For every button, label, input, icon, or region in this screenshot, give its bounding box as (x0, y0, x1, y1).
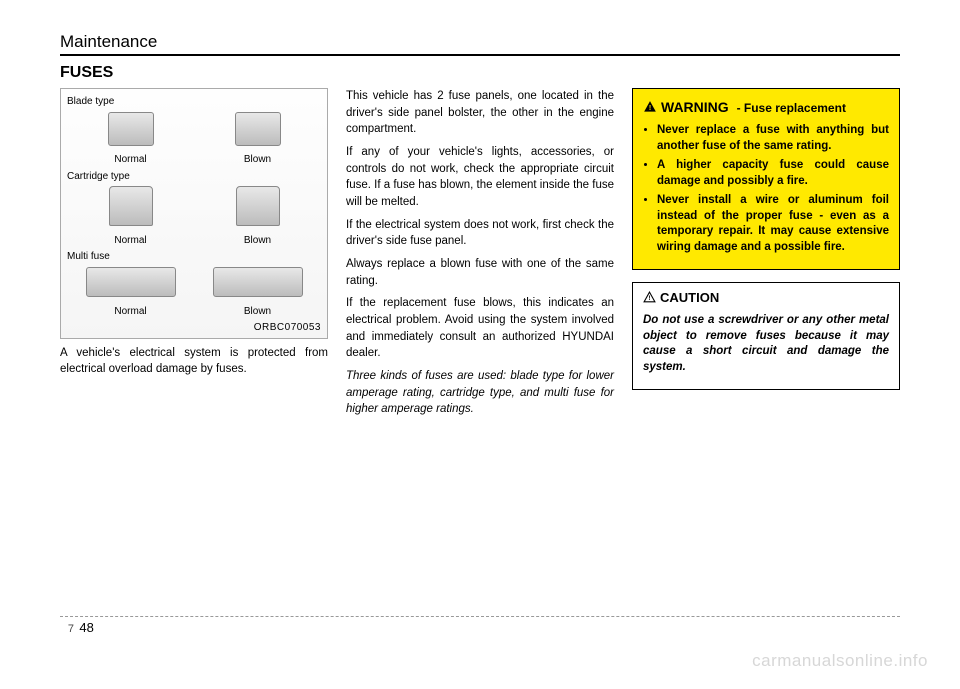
svg-text:!: ! (649, 105, 651, 112)
warning-label: WARNING (661, 99, 729, 115)
fuse-caption: Blown (235, 153, 281, 168)
watermark: carmanualsonline.info (752, 651, 928, 671)
footer-pages: 7 48 (60, 621, 94, 635)
body-text-italic: Three kinds of fuses are used: blade typ… (346, 368, 614, 418)
column-2: This vehicle has 2 fuse panels, one loca… (346, 88, 614, 424)
fuse-item: Blown (213, 267, 303, 319)
body-text: A vehicle's electrical system is protect… (60, 345, 328, 378)
fuse-item: Normal (109, 186, 153, 248)
fuse-caption: Normal (109, 234, 153, 249)
fuse-figure: Blade type Normal Blown Cartridge type (60, 88, 328, 339)
warning-header: ! WARNING - Fuse replacement (643, 97, 889, 119)
warning-subtitle: - Fuse replacement (737, 101, 846, 115)
caution-text: Do not use a screwdriver or any other me… (643, 313, 889, 375)
fuse-row-blade: Normal Blown (67, 112, 321, 168)
fuse-row-multi: Normal Blown (67, 267, 321, 319)
fuse-group-label: Cartridge type (67, 170, 321, 185)
caution-triangle-icon: ! (643, 291, 656, 310)
fuse-multi-blown-icon (213, 267, 303, 297)
warning-item: Never install a wire or aluminum foil in… (657, 193, 889, 255)
fuse-blade-normal-icon (108, 112, 154, 146)
fuse-caption: Normal (86, 305, 176, 320)
warning-item: Never replace a fuse with anything but a… (657, 123, 889, 154)
warning-list: Never replace a fuse with anything but a… (643, 123, 889, 255)
fuse-group-label: Blade type (67, 95, 321, 110)
body-text: This vehicle has 2 fuse panels, one loca… (346, 88, 614, 138)
fuse-blade-blown-icon (235, 112, 281, 146)
column-1: Blade type Normal Blown Cartridge type (60, 88, 328, 424)
fuse-multi-normal-icon (86, 267, 176, 297)
column-3: ! WARNING - Fuse replacement Never repla… (632, 88, 900, 424)
page-title: FUSES (60, 64, 900, 82)
fuse-cartridge-normal-icon (109, 186, 153, 226)
body-text: If the replacement fuse blows, this indi… (346, 295, 614, 362)
body-text: Always replace a blown fuse with one of … (346, 256, 614, 289)
chapter-number: 7 (60, 623, 74, 635)
caution-header: ! CAUTION (643, 289, 889, 310)
fuse-item: Blown (235, 112, 281, 168)
fuse-cartridge-blown-icon (236, 186, 280, 226)
fuse-caption: Blown (236, 234, 280, 249)
page-footer: 7 48 (60, 616, 900, 637)
fuse-caption: Normal (108, 153, 154, 168)
caution-box: ! CAUTION Do not use a screwdriver or an… (632, 282, 900, 390)
fuse-item: Normal (108, 112, 154, 168)
warning-box: ! WARNING - Fuse replacement Never repla… (632, 88, 900, 270)
figure-code: ORBC070053 (67, 321, 321, 336)
page-number: 48 (79, 620, 93, 635)
section-name: Maintenance (60, 32, 157, 51)
svg-text:!: ! (648, 296, 650, 303)
warning-item: A higher capacity fuse could cause damag… (657, 158, 889, 189)
fuse-caption: Blown (213, 305, 303, 320)
caution-label: CAUTION (660, 290, 719, 305)
fuse-item: Blown (236, 186, 280, 248)
section-header: Maintenance (60, 32, 900, 56)
warning-triangle-icon: ! (643, 99, 657, 119)
fuse-row-cartridge: Normal Blown (67, 186, 321, 248)
body-text: If the electrical system does not work, … (346, 217, 614, 250)
body-text: If any of your vehicle's lights, accesso… (346, 144, 614, 211)
fuse-item: Normal (86, 267, 176, 319)
fuse-group-label: Multi fuse (67, 250, 321, 265)
